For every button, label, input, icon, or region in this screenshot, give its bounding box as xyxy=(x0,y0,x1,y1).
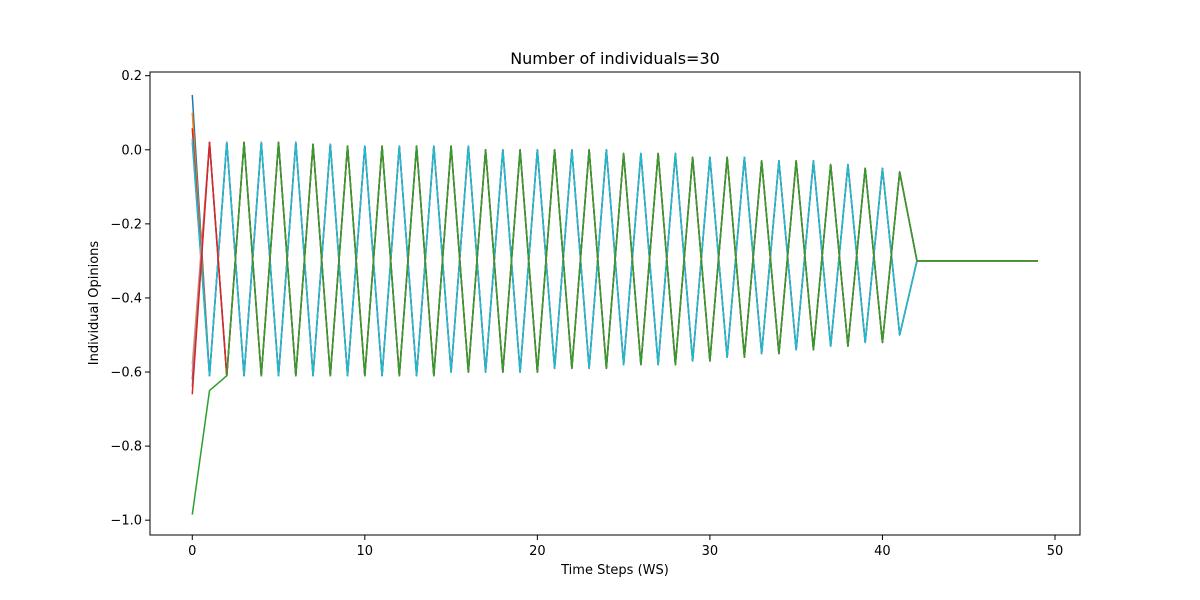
x-ticks: 0 10 20 30 40 50 xyxy=(188,535,1063,559)
x-tick-label: 20 xyxy=(529,544,546,559)
plot-frame xyxy=(149,71,1081,536)
y-axis-label: Individual Opinions xyxy=(87,241,102,366)
y-tick-label: −0.6 xyxy=(110,366,142,381)
x-tick-label: 0 xyxy=(188,544,196,559)
x-tick-label: 40 xyxy=(874,544,891,559)
y-tick-label: −0.2 xyxy=(110,217,142,232)
y-ticks: −1.0 −0.8 −0.6 −0.4 −0.2 0.0 0.2 xyxy=(110,69,150,529)
series-layer xyxy=(191,94,1038,515)
x-tick-label: 10 xyxy=(357,544,374,559)
chart-title: Number of individuals=30 xyxy=(510,49,720,68)
x-tick-label: 30 xyxy=(702,544,719,559)
x-axis-label: Time Steps (WS) xyxy=(560,563,669,578)
y-tick-label: 0.2 xyxy=(121,69,142,84)
y-tick-label: −1.0 xyxy=(110,514,142,529)
x-tick-label: 50 xyxy=(1047,544,1064,559)
y-tick-label: −0.4 xyxy=(110,291,142,306)
y-tick-label: 0.0 xyxy=(121,143,142,158)
series-line-11 xyxy=(191,141,1038,515)
y-tick-label: −0.8 xyxy=(110,440,142,455)
